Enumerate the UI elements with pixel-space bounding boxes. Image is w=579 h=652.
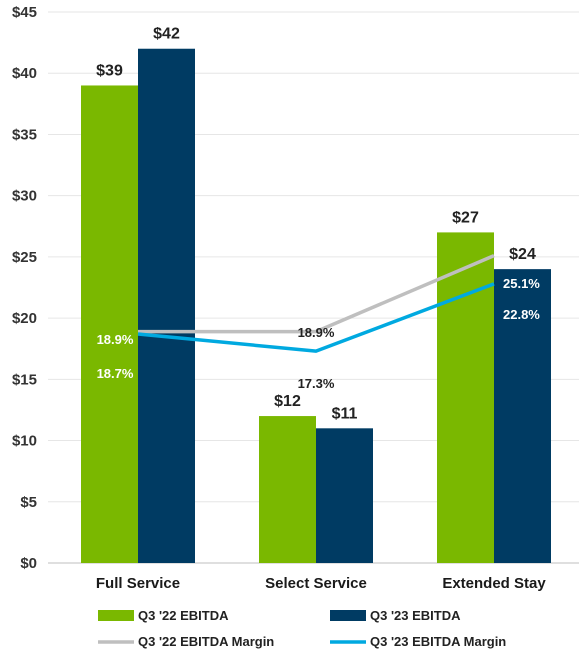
y-axis: $0 $5 $10 $15 $20 $25 $30 $35 $40 $45 [12, 4, 37, 572]
bar-value-label: $24 [509, 246, 536, 263]
y-tick-label: $40 [12, 65, 37, 82]
bars [81, 48, 551, 563]
margin-value-label: 25.1% [503, 276, 540, 291]
bar-value-label: $39 [96, 62, 123, 79]
y-tick-label: $5 [20, 494, 37, 511]
margin-line [138, 254, 495, 334]
y-tick-label: $30 [12, 188, 37, 205]
bar-value-label: $27 [452, 209, 479, 226]
bar [81, 85, 138, 563]
y-tick-label: $10 [12, 433, 37, 450]
bar-value-label: $12 [274, 393, 301, 410]
x-tick-label: Select Service [265, 575, 367, 592]
x-tick-label: Full Service [96, 575, 180, 592]
margin-value-label: 22.8% [503, 307, 540, 322]
bar [494, 269, 551, 563]
bar [316, 428, 373, 563]
legend-label: Q3 '23 EBITDA Margin [370, 634, 506, 649]
legend-label: Q3 '22 EBITDA [138, 608, 229, 623]
y-tick-label: $25 [12, 249, 37, 266]
legend-label: Q3 '22 EBITDA Margin [138, 634, 274, 649]
legend: Q3 '22 EBITDA Q3 '23 EBITDA Q3 '22 EBITDA … [98, 608, 506, 649]
y-tick-label: $35 [12, 126, 37, 143]
bar [437, 232, 494, 563]
y-tick-label: $0 [20, 555, 37, 572]
margin-lines [137, 254, 495, 353]
legend-label: Q3 '23 EBITDA [370, 608, 461, 623]
y-tick-label: $20 [12, 310, 37, 327]
bar-value-label: $42 [153, 26, 180, 43]
x-tick-label: Extended Stay [442, 575, 546, 592]
bar [259, 416, 316, 563]
margin-value-label: 18.9% [298, 325, 335, 340]
legend-swatch [330, 610, 366, 621]
margin-line [137, 282, 495, 353]
bar-value-label: $11 [332, 405, 358, 422]
x-axis: Full Service Select Service Extended Stay [96, 575, 546, 592]
margin-value-label: 18.9% [97, 332, 134, 347]
y-tick-label: $15 [12, 371, 37, 388]
y-tick-label: $45 [12, 4, 37, 21]
data-labels: $39 $42 $12 $11 $27 $24 18.9% 18.7% 18.9% 17.3% 25… [96, 26, 540, 423]
margin-value-label: 18.7% [97, 366, 134, 381]
bar [138, 48, 195, 563]
margin-value-label: 17.3% [298, 376, 335, 391]
legend-swatch [98, 610, 134, 621]
